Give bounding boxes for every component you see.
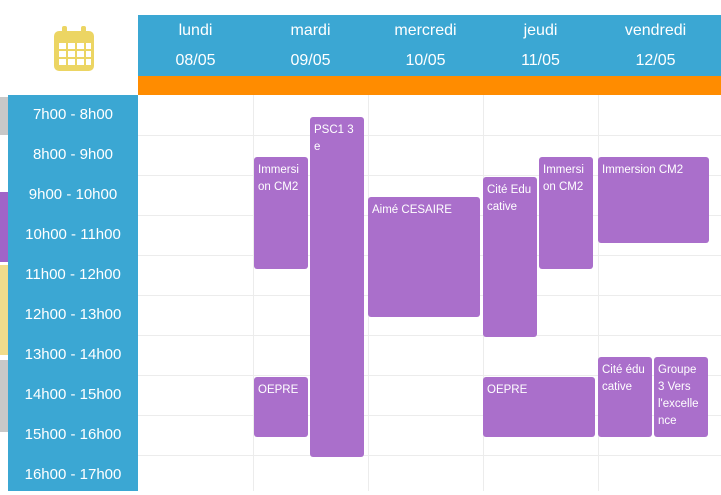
time-slot-label: 10h00 - 11h00	[25, 226, 121, 243]
grid-line	[138, 415, 721, 416]
time-slot-label: 16h00 - 17h00	[24, 466, 122, 483]
day-header: lundi 08/05 mardi 09/05 mercredi 10/05 j…	[138, 15, 721, 76]
day-date: 08/05	[175, 52, 216, 69]
event-groupe-3-friday[interactable]: Groupe 3 Vers l'excellence	[654, 357, 708, 437]
event-title: Aimé CESAIRE	[372, 204, 452, 216]
event-immersion-cm2-thursday[interactable]: Immersion CM2	[539, 157, 593, 269]
event-oepre-monday[interactable]: OEPRE	[254, 377, 308, 437]
grid-line	[138, 175, 721, 176]
event-cite-educative-thursday[interactable]: Cité Educative	[483, 177, 537, 337]
time-slot-label: 7h00 - 8h00	[32, 106, 114, 123]
event-title: Immersion CM2	[543, 164, 584, 193]
day-name: mercredi	[394, 22, 457, 39]
left-edge-strip	[0, 360, 8, 432]
event-title: Immersion CM2	[602, 164, 684, 176]
time-slot-label: 14h00 - 15h00	[24, 386, 122, 403]
day-date: 10/05	[405, 52, 446, 69]
event-title: Groupe 3 Vers l'excellence	[658, 364, 699, 427]
time-slot-label: 12h00 - 13h00	[24, 306, 122, 323]
day-date: 11/05	[521, 52, 560, 69]
day-header-monday[interactable]: lundi 08/05	[138, 15, 253, 76]
calendar-icon	[52, 25, 96, 73]
time-slot-label: 11h00 - 12h00	[25, 266, 121, 283]
time-slot-label: 13h00 - 14h00	[24, 346, 122, 363]
day-name: jeudi	[523, 22, 558, 39]
event-title: PSC1 3e	[314, 124, 354, 153]
event-title: Cité Educative	[487, 184, 532, 213]
day-date: 09/05	[290, 52, 331, 69]
grid-line	[138, 135, 721, 136]
event-title: Cité éducative	[602, 364, 645, 393]
event-title: Immersion CM2	[258, 164, 299, 193]
time-slot-label: 15h00 - 16h00	[24, 426, 122, 443]
left-edge-strip	[0, 192, 8, 262]
event-aime-cesaire-wednesday[interactable]: Aimé CESAIRE	[368, 197, 480, 317]
schedule-grid: Immersion CM2 OEPRE PSC1 3e Aimé CESAIRE…	[138, 95, 721, 491]
day-name: mardi	[290, 22, 331, 39]
event-cite-educative-friday[interactable]: Cité éducative	[598, 357, 652, 437]
time-slot-label: 8h00 - 9h00	[32, 146, 114, 163]
event-immersion-cm2-friday[interactable]: Immersion CM2	[598, 157, 709, 243]
header-accent-bar	[138, 76, 721, 95]
event-oepre-thursday[interactable]: OEPRE	[483, 377, 595, 437]
left-edge-strip	[0, 97, 8, 135]
grid-line	[253, 95, 254, 491]
day-name: vendredi	[624, 22, 687, 39]
grid-line	[598, 95, 599, 491]
left-edge-strip	[0, 265, 8, 355]
grid-line	[138, 455, 721, 456]
grid-line	[138, 375, 721, 376]
event-title: OEPRE	[258, 384, 299, 396]
event-immersion-cm2-monday[interactable]: Immersion CM2	[254, 157, 308, 269]
day-header-wednesday[interactable]: mercredi 10/05	[368, 15, 483, 76]
time-column: 7h00 - 8h00 8h00 - 9h00 9h00 - 10h00 10h…	[8, 95, 138, 491]
day-header-friday[interactable]: vendredi 12/05	[598, 15, 713, 76]
time-slot-label: 9h00 - 10h00	[28, 186, 118, 203]
event-psc1-tuesday[interactable]: PSC1 3e	[310, 117, 364, 457]
grid-line	[138, 335, 721, 336]
day-header-thursday[interactable]: jeudi 11/05	[483, 15, 598, 76]
day-header-tuesday[interactable]: mardi 09/05	[253, 15, 368, 76]
event-title: OEPRE	[487, 384, 528, 396]
day-date: 12/05	[635, 52, 676, 69]
day-name: lundi	[178, 22, 213, 39]
